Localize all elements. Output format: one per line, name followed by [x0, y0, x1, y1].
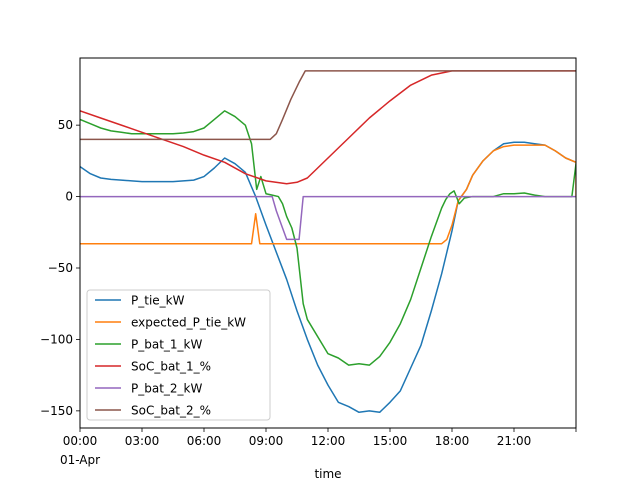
legend-label: SoC_bat_1_% — [131, 360, 211, 374]
series-line-soc-bat-1 — [80, 70, 576, 185]
y-tick-label: 50 — [58, 118, 73, 132]
legend-label: expected_P_tie_kW — [131, 316, 246, 330]
x-tick-label: 21:00 — [497, 434, 532, 448]
x-tick-label: 15:00 — [373, 434, 408, 448]
series-line-expected-p-tie-kw — [80, 144, 576, 245]
legend-label: P_bat_1_kW — [131, 338, 202, 352]
y-tick-label: −150 — [40, 404, 73, 418]
x-tick-label: 00:00 — [63, 434, 98, 448]
y-tick-label: −50 — [48, 261, 73, 275]
series-line-soc-bat-2 — [80, 70, 576, 141]
legend-label: P_bat_2_kW — [131, 382, 202, 396]
series-line-p-bat-2-kw — [80, 195, 576, 241]
x-tick-label: 18:00 — [435, 434, 470, 448]
series-layer — [80, 70, 576, 414]
y-axis: 50 0 −50 −100 −150 — [40, 118, 80, 418]
x-tick-label: 09:00 — [249, 434, 284, 448]
x-tick-label: 03:00 — [125, 434, 160, 448]
x-tick-label: 06:00 — [187, 434, 222, 448]
legend-box — [86, 289, 271, 421]
x-tick-label: 12:00 — [311, 434, 346, 448]
x-axis: 00:00 01-Apr 03:00 06:00 09:00 12:00 15:00 18:0… — [60, 428, 577, 467]
y-tick-label: 0 — [65, 190, 73, 204]
y-tick-label: −100 — [40, 332, 73, 346]
legend-label: SoC_bat_2_% — [131, 404, 211, 418]
x-tick-sublabel: 01-Apr — [60, 453, 100, 467]
legend-label: P_tie_kW — [131, 294, 185, 308]
legend: P_tie_kW expected_P_tie_kW P_bat_1_kW SoC_b… — [86, 289, 271, 421]
x-axis-label: time — [314, 467, 341, 480]
